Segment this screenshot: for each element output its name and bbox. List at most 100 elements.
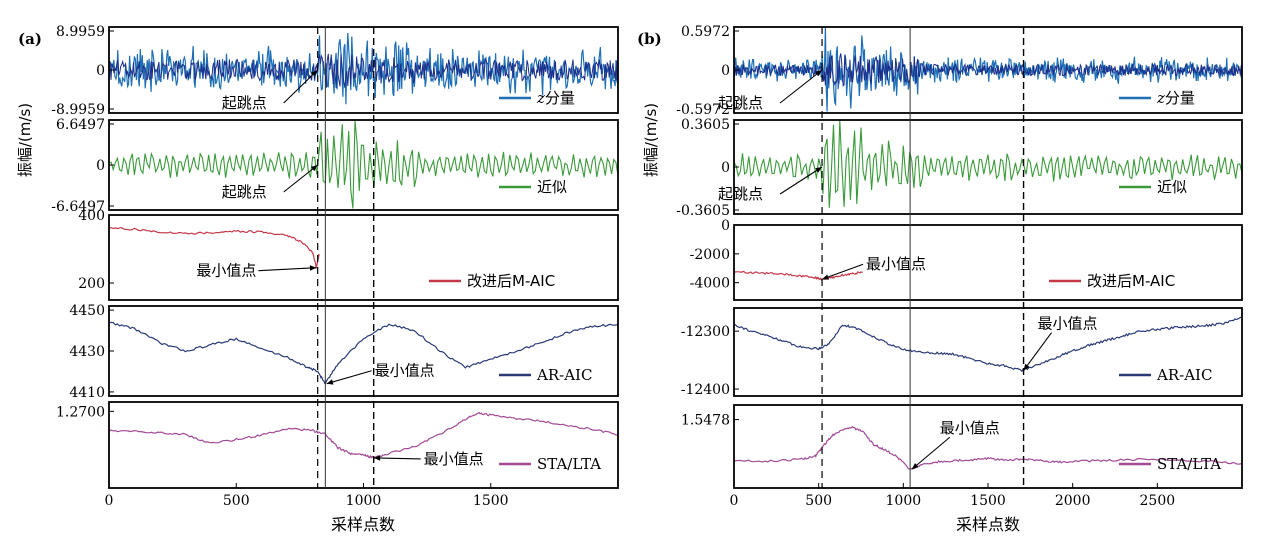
annotation-arrow-head bbox=[310, 165, 318, 172]
y-tick-label: -12400 bbox=[681, 382, 730, 398]
panel-label-a: (a) bbox=[18, 30, 42, 48]
y-tick-label: -12300 bbox=[681, 324, 730, 340]
subplot-frame bbox=[108, 214, 619, 301]
legend-label-italic: z bbox=[536, 89, 545, 107]
subplot-ar: 4450 4430 4410 AR-AIC 最小值点 bbox=[69, 303, 619, 401]
legend-label: 近似 bbox=[1157, 178, 1187, 196]
annotation-arrow-head bbox=[815, 167, 823, 173]
y-tick-label: 0 bbox=[96, 63, 105, 79]
legend-label: 改进后M-AIC bbox=[1087, 272, 1175, 290]
y-tick-label: 6.6497 bbox=[56, 117, 105, 133]
y-tick-label: 0.3605 bbox=[681, 117, 730, 133]
annotation-label: 起跳点 bbox=[222, 183, 267, 201]
subplot-frame bbox=[733, 404, 1243, 489]
y-axis-label-a: 振幅/(m/s) bbox=[16, 103, 34, 177]
subplot-frame bbox=[733, 307, 1243, 397]
y-tick-label: -0.5972 bbox=[676, 102, 730, 118]
annotation-arrow-head bbox=[326, 379, 334, 385]
subplot-sta: 1.2700 STA/LTA 最小值点 bbox=[56, 401, 619, 489]
y-tick-label: 0.5972 bbox=[681, 24, 730, 40]
series-group bbox=[109, 32, 618, 105]
y-tick-label: 4450 bbox=[69, 303, 105, 319]
subplot-maic: 400 200 改进后M-AIC 最小值点 bbox=[78, 208, 619, 301]
series-line-maic bbox=[734, 270, 863, 282]
subplot-ar: -12300 -12400 AR-AIC 最小值点 bbox=[681, 307, 1243, 398]
legend-label: STA/LTA bbox=[1157, 455, 1221, 473]
series-line-maic bbox=[109, 226, 320, 269]
y-tick-label: 1.2700 bbox=[56, 404, 105, 420]
annotation-label: 最小值点 bbox=[866, 255, 926, 273]
legend-label: z分量 bbox=[1156, 89, 1195, 107]
y-tick-label: 400 bbox=[78, 208, 105, 224]
x-tick-label: 0 bbox=[730, 493, 739, 509]
series-group bbox=[734, 426, 1242, 470]
y-tick-label: 0 bbox=[721, 63, 730, 79]
y-tick-label: 4410 bbox=[69, 385, 105, 401]
annotation-arrow-head bbox=[911, 463, 919, 470]
subplot-z: 0.5972 0 -0.5972 z分量 起跳点 bbox=[676, 24, 1243, 118]
subplot-maic: 0 -2000 -4000 改进后M-AIC 最小值点 bbox=[690, 218, 1243, 301]
annotation-arrow-head bbox=[373, 455, 381, 461]
x-tick-label: 2000 bbox=[1055, 493, 1091, 509]
legend-label: AR-AIC bbox=[1156, 366, 1212, 384]
series-group bbox=[734, 120, 1242, 208]
y-tick-label: 4430 bbox=[69, 344, 105, 360]
x-tick-label: 500 bbox=[805, 493, 832, 509]
legend-label: z分量 bbox=[536, 89, 575, 107]
annotation-arrow-line bbox=[283, 69, 319, 104]
annotation-arrow-line bbox=[326, 370, 372, 385]
series-group bbox=[109, 226, 320, 269]
legend-label-rest: 分量 bbox=[545, 89, 575, 107]
annotation-label: 起跳点 bbox=[718, 94, 763, 112]
annotation-arrow-head bbox=[309, 265, 317, 271]
y-tick-label: 8.9959 bbox=[56, 24, 105, 40]
series-group bbox=[109, 120, 618, 209]
x-tick-label: 1000 bbox=[886, 493, 922, 509]
series-group bbox=[734, 270, 863, 282]
annotation-arrow-head bbox=[1023, 363, 1030, 371]
x-tick-label: 2500 bbox=[1140, 493, 1176, 509]
y-tick-label: -2000 bbox=[690, 247, 730, 263]
x-tick-label: 1000 bbox=[346, 493, 382, 509]
y-axis-label-b: 振幅/(m/s) bbox=[642, 103, 660, 177]
series-line-sta bbox=[734, 426, 1242, 470]
legend-label: 改进后M-AIC bbox=[467, 272, 555, 290]
y-tick-label: -4000 bbox=[690, 276, 730, 292]
subplot-frame bbox=[108, 119, 619, 211]
legend-label: 近似 bbox=[537, 178, 567, 196]
series-group bbox=[109, 321, 618, 385]
annotation-arrow-head bbox=[822, 274, 829, 280]
chart-panel-a: 8.99590-8.9959z分量起跳点6.64970-6.6497近似起跳点4… bbox=[51, 24, 619, 509]
y-tick-label: 0 bbox=[721, 160, 730, 176]
annotation-arrow-line bbox=[283, 164, 319, 193]
annotation-label: 起跳点 bbox=[222, 94, 267, 112]
annotation-arrow-head bbox=[815, 70, 823, 77]
y-tick-label: 0 bbox=[96, 158, 105, 174]
series-line-z-inner bbox=[109, 53, 618, 89]
subplot-z: 8.9959 0 -8.9959 z分量 起跳点 bbox=[51, 24, 619, 118]
subplot-sta: 1.5478 STA/LTA 最小值点 bbox=[681, 404, 1243, 489]
series-group bbox=[734, 316, 1242, 373]
y-tick-label: -0.3605 bbox=[676, 203, 730, 219]
y-tick-label: -6.6497 bbox=[51, 199, 105, 215]
x-tick-label: 1500 bbox=[970, 493, 1006, 509]
x-tick-label: 500 bbox=[223, 493, 250, 509]
annotation-label: 最小值点 bbox=[375, 362, 435, 380]
x-axis-label-a: 采样点数 bbox=[331, 515, 395, 534]
annotation-arrow-line bbox=[779, 69, 823, 104]
legend-label: STA/LTA bbox=[537, 455, 601, 473]
series-group bbox=[109, 411, 618, 460]
annotation-label: 最小值点 bbox=[940, 419, 1000, 437]
x-tick-label: 1500 bbox=[473, 493, 509, 509]
y-tick-label: 1.5478 bbox=[681, 413, 730, 429]
annotation-label: 最小值点 bbox=[196, 262, 256, 280]
annotation-arrow-line bbox=[821, 263, 864, 280]
annotation-arrow-line bbox=[373, 457, 421, 460]
subplot-frame bbox=[733, 224, 1243, 301]
annotation-arrow-line bbox=[258, 267, 317, 272]
legend-label-italic: z bbox=[1156, 89, 1165, 107]
x-axis-label-b: 采样点数 bbox=[956, 515, 1020, 534]
series-line-ar bbox=[109, 321, 618, 385]
annotation-label: 最小值点 bbox=[1038, 315, 1098, 333]
